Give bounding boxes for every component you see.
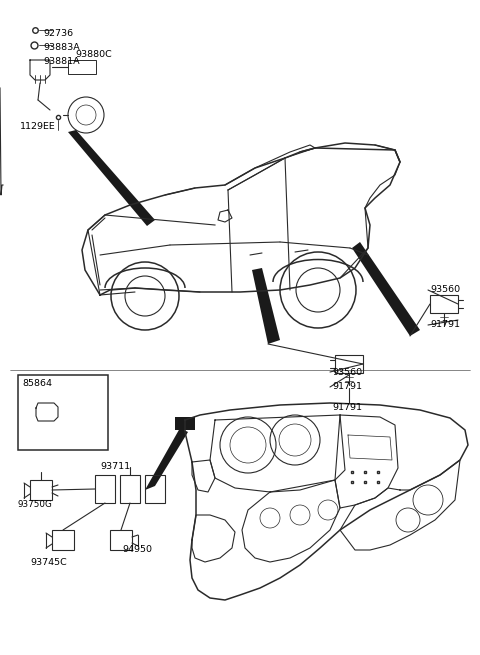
Bar bbox=[52, 530, 74, 550]
Text: 93883A: 93883A bbox=[43, 43, 80, 52]
Text: 93750G: 93750G bbox=[17, 500, 52, 509]
Text: 93560: 93560 bbox=[332, 368, 362, 377]
Bar bbox=[95, 475, 115, 503]
Text: 93560: 93560 bbox=[430, 285, 460, 294]
Text: 91791: 91791 bbox=[332, 403, 362, 412]
Text: 91791: 91791 bbox=[430, 320, 460, 329]
Text: 94950: 94950 bbox=[122, 545, 152, 554]
Polygon shape bbox=[252, 268, 280, 344]
Text: 85864: 85864 bbox=[22, 379, 52, 388]
Polygon shape bbox=[352, 242, 420, 336]
Bar bbox=[18, 375, 108, 450]
Bar bbox=[120, 475, 140, 503]
Bar bbox=[110, 530, 132, 550]
Bar bbox=[335, 355, 363, 373]
Text: 93745C: 93745C bbox=[30, 558, 67, 567]
Text: 1129EE: 1129EE bbox=[20, 122, 56, 131]
Text: 93881A: 93881A bbox=[43, 57, 80, 66]
Text: 92736: 92736 bbox=[43, 29, 73, 38]
Text: 93711: 93711 bbox=[100, 462, 130, 471]
Bar bbox=[175, 417, 195, 430]
Text: 91791: 91791 bbox=[332, 382, 362, 391]
Bar bbox=[68, 60, 96, 74]
Bar bbox=[145, 475, 165, 503]
Bar bbox=[430, 295, 458, 313]
Polygon shape bbox=[68, 130, 155, 226]
Bar bbox=[30, 480, 52, 500]
Text: 93880C: 93880C bbox=[75, 50, 112, 59]
Polygon shape bbox=[145, 428, 188, 490]
